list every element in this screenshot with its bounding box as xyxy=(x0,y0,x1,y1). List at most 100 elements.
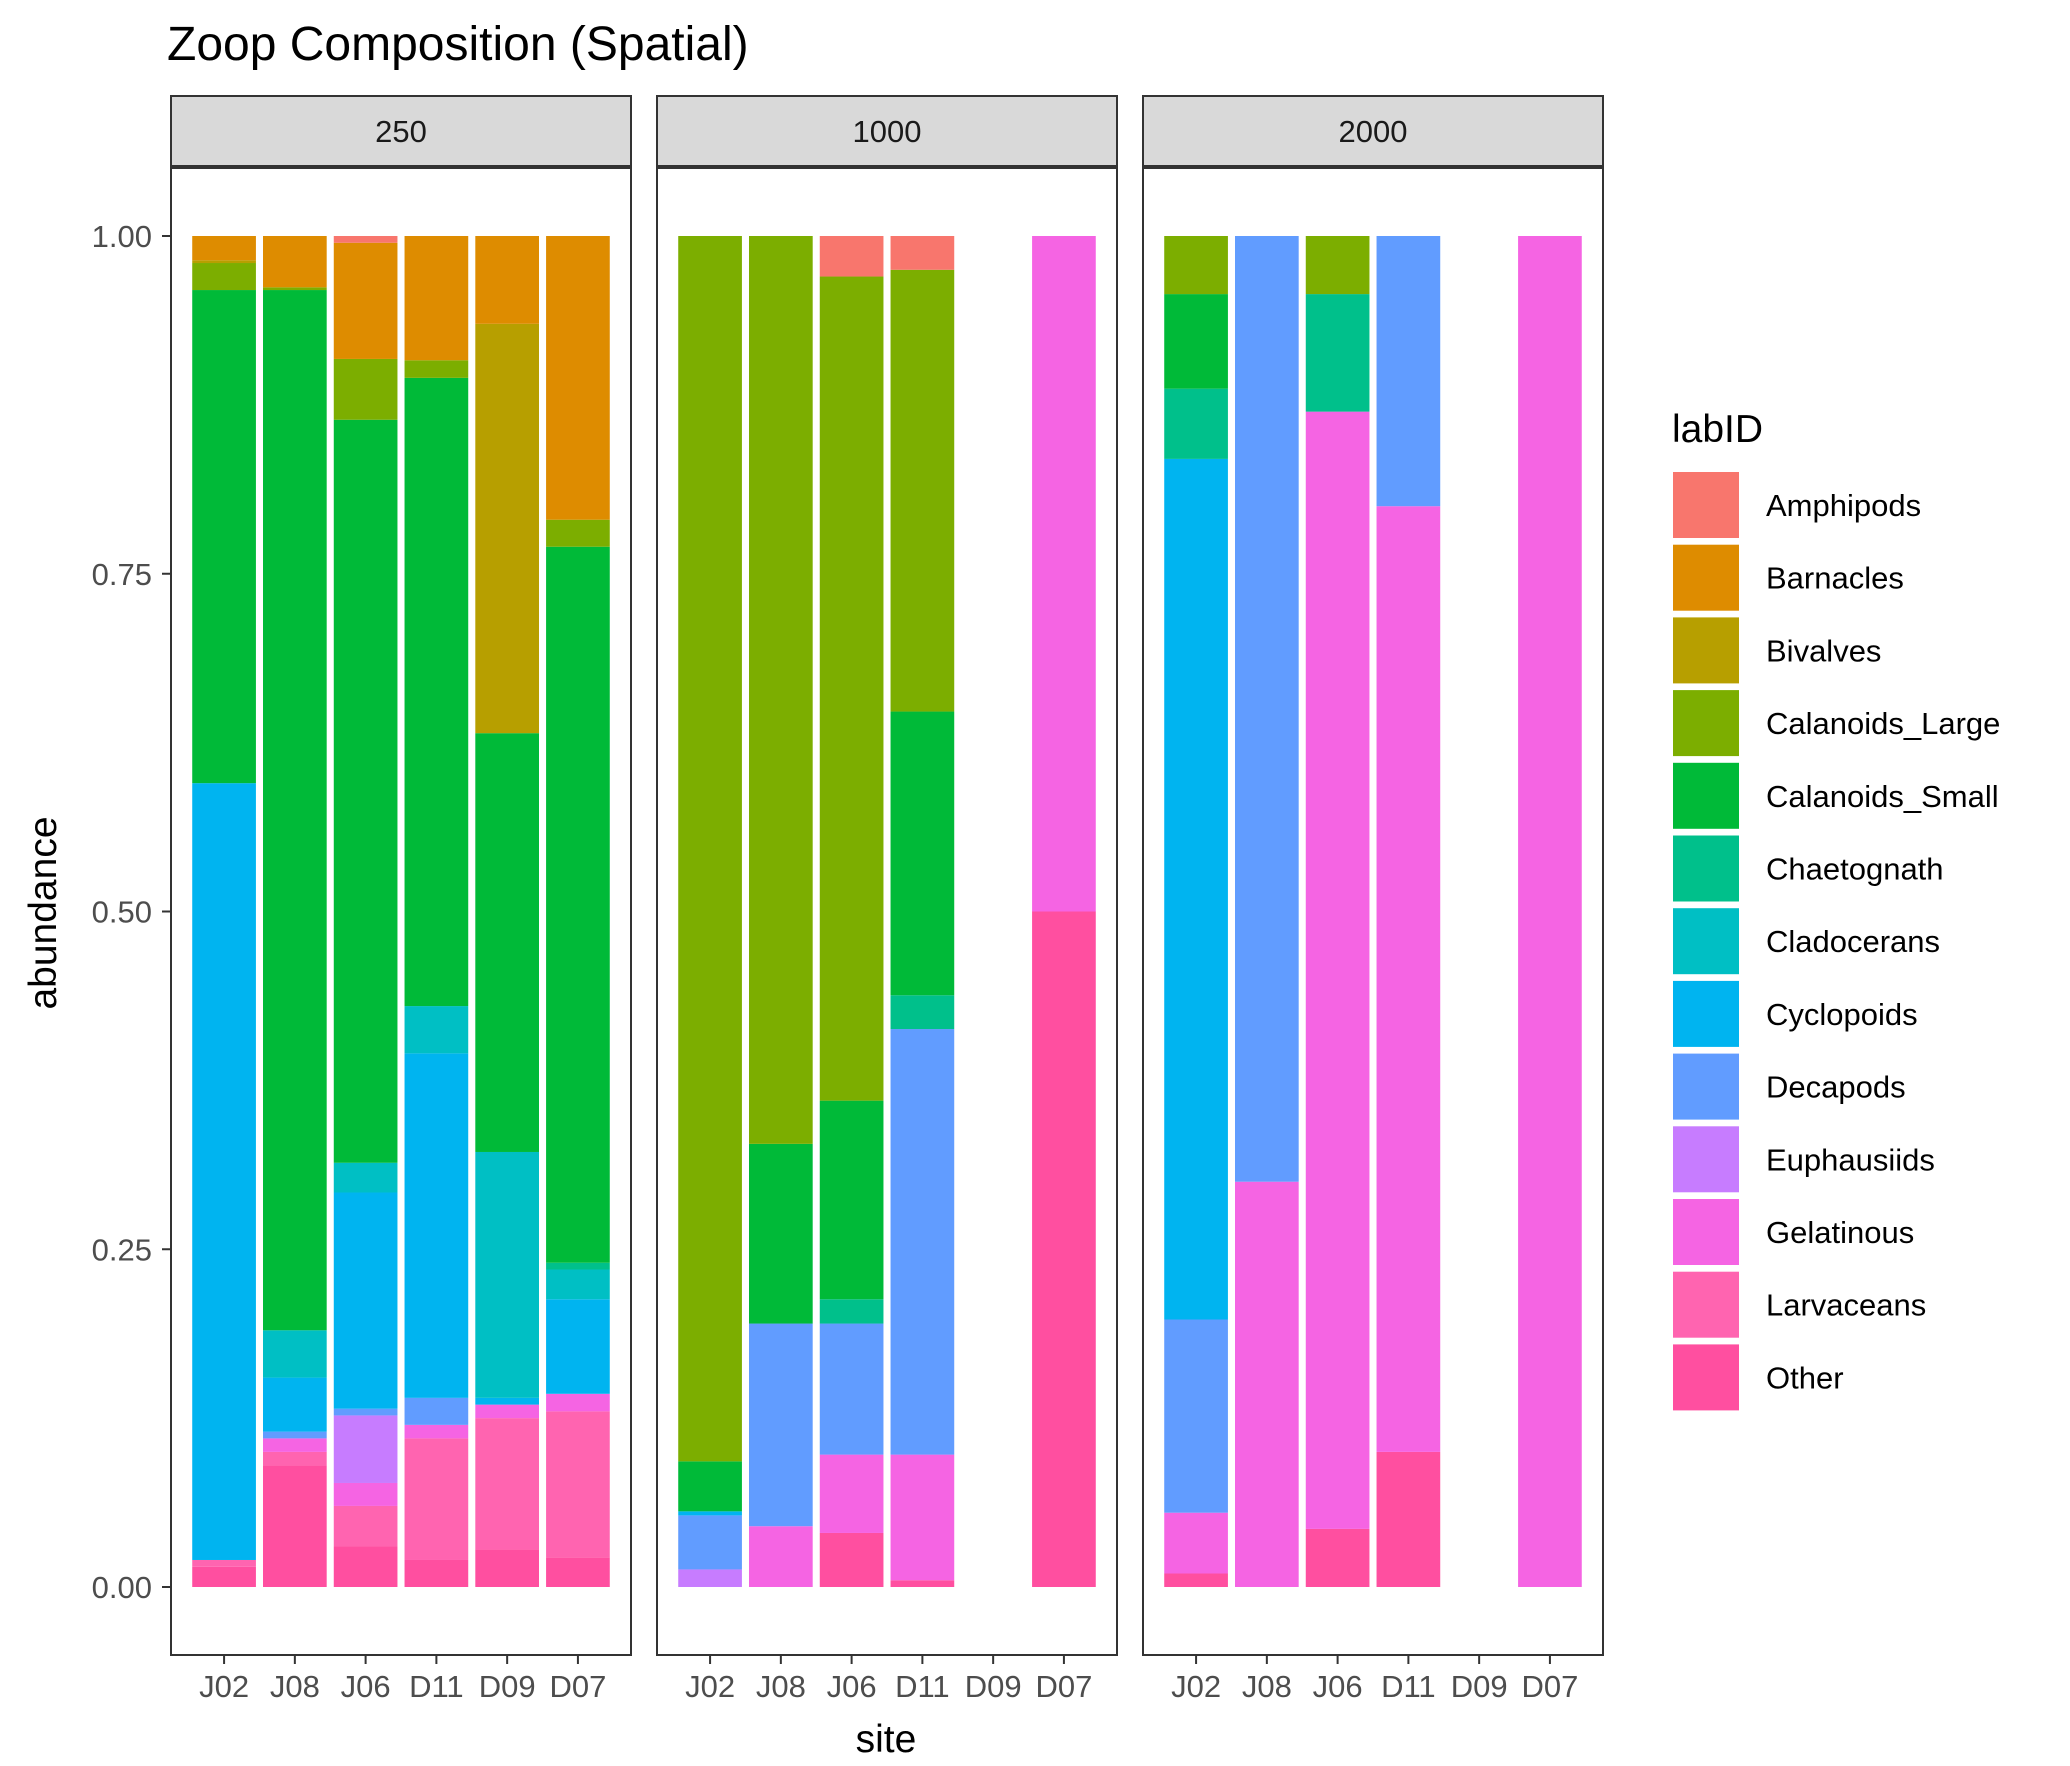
legend-label: Other xyxy=(1766,1360,1844,1395)
legend-swatch-calanoids-small xyxy=(1673,762,1739,829)
bar-segment-j08-calanoids-large xyxy=(263,287,327,291)
panel-border xyxy=(656,167,1118,1656)
bar-segment-j06-amphipods xyxy=(819,236,884,277)
bar-segment-d11-other xyxy=(1376,1451,1441,1587)
legend-swatch-bivalves xyxy=(1673,617,1739,684)
bar-segment-d11-calanoids-small xyxy=(890,711,955,996)
bar-segment-j02-calanoids-small xyxy=(1164,294,1228,389)
x-tick-label: J06 xyxy=(341,1669,391,1704)
bar-segment-j02-cyclopoids xyxy=(1164,458,1228,1320)
x-tick-label: D07 xyxy=(1035,1669,1092,1704)
bar-segment-j08-gelatinous xyxy=(1235,1181,1299,1587)
bar-segment-j06-cladocerans xyxy=(333,1162,398,1193)
legend-swatch-decapods xyxy=(1673,1053,1739,1120)
bar-segment-j06-other xyxy=(333,1546,398,1587)
bar-segment-j02-other xyxy=(1164,1573,1228,1587)
x-tick-label: D07 xyxy=(549,1669,606,1704)
bar-segment-d09-gelatinous xyxy=(475,1404,539,1419)
bar-segment-j06-calanoids-large xyxy=(1305,236,1370,295)
panel-border xyxy=(1142,167,1604,1656)
x-tick-label: D11 xyxy=(1381,1669,1436,1704)
y-tick-label: 0.75 xyxy=(92,557,152,592)
bar-segment-d11-amphipods xyxy=(890,236,955,270)
bar-segment-j06-calanoids-large xyxy=(333,358,398,420)
y-axis-title: abundance xyxy=(22,816,65,1009)
bar-segment-j08-gelatinous xyxy=(263,1438,327,1452)
x-tick-label: D09 xyxy=(1451,1669,1508,1704)
bar-segment-j06-decapods xyxy=(819,1323,884,1455)
x-tick-label: J08 xyxy=(756,1669,806,1704)
legend-label: Chaetognath xyxy=(1766,852,1944,887)
bar-segment-d07-gelatinous xyxy=(546,1393,610,1412)
x-tick-label: D09 xyxy=(965,1669,1022,1704)
y-axis: 0.00 0.25 0.50 0.75 1.00 xyxy=(92,219,171,1605)
bar-segment-j02-barnacles xyxy=(192,236,256,261)
bar-segment-d07-gelatinous xyxy=(1518,236,1582,1587)
bar-segment-d11-calanoids-large xyxy=(404,360,469,378)
bar-segment-d09-bivalves xyxy=(475,323,539,734)
facet-strip xyxy=(656,95,1118,167)
bar-segment-j06-other xyxy=(819,1532,884,1587)
bar-segment-j02-calanoids-small xyxy=(192,290,256,784)
x-tick-label: J06 xyxy=(1313,1669,1363,1704)
legend-label: Calanoids_Large xyxy=(1766,706,2000,741)
bar-segment-d07-other xyxy=(546,1557,610,1587)
bar-segment-j06-chaetognath xyxy=(819,1299,884,1324)
bar-segment-j06-gelatinous xyxy=(333,1482,398,1506)
chart-panels: 250 J02 J08 J06 D11 D09 D07 1000 J02 J08 J06 D11 D09… xyxy=(170,95,1604,1704)
bar-segment-j02-calanoids-small xyxy=(678,1461,742,1512)
legend-label: Barnacles xyxy=(1766,561,1904,596)
bar-segment-j06-decapods xyxy=(333,1408,398,1416)
bar-segment-d11-calanoids-large xyxy=(890,269,955,712)
y-tick-label: 1.00 xyxy=(92,219,152,254)
bar-segment-d07-other xyxy=(1032,911,1096,1587)
legend-label: Larvaceans xyxy=(1766,1288,1926,1323)
x-tick-label: D09 xyxy=(479,1669,536,1704)
bar-segment-j06-cyclopoids xyxy=(333,1192,398,1409)
legend-label: Amphipods xyxy=(1766,488,1921,523)
bar-segment-d07-cladocerans xyxy=(546,1269,610,1300)
facet-strip xyxy=(1142,95,1604,167)
bar-segment-j08-other xyxy=(263,1465,327,1587)
facet-strip-label: 2000 xyxy=(1339,114,1408,149)
bar-segment-d07-chaetognath xyxy=(546,1262,610,1270)
bar-segment-d11-other xyxy=(404,1559,469,1587)
legend-swatch-calanoids-large xyxy=(1673,690,1739,757)
x-tick-label: D11 xyxy=(895,1669,950,1704)
bar-segment-j08-barnacles xyxy=(263,236,327,288)
bar-segment-d11-cyclopoids xyxy=(404,1053,469,1398)
bar-segment-d09-calanoids-small xyxy=(475,733,539,1152)
legend-label: Euphausiids xyxy=(1766,1142,1935,1177)
bar-segment-j08-gelatinous xyxy=(749,1526,813,1587)
bar-segment-j08-cladocerans xyxy=(263,1330,327,1378)
x-tick-label: J08 xyxy=(1242,1669,1292,1704)
bar-segment-j06-larvaceans xyxy=(333,1505,398,1547)
bar-segment-j06-euphausiids xyxy=(333,1415,398,1483)
x-tick-label: D11 xyxy=(409,1669,464,1704)
bar-segment-d07-calanoids-small xyxy=(546,546,610,1263)
bar-segment-j02-chaetognath xyxy=(1164,388,1228,459)
legend-title: labID xyxy=(1672,408,1763,451)
bar-segment-d11-gelatinous xyxy=(1376,506,1441,1452)
facet-panel-250: 250 J02 J08 J06 D11 D09 D07 xyxy=(170,95,632,1704)
bar-segment-j06-chaetognath xyxy=(1305,294,1370,412)
legend-swatch-other xyxy=(1673,1344,1739,1411)
legend-swatch-larvaceans xyxy=(1673,1271,1739,1338)
x-tick-label: J06 xyxy=(827,1669,877,1704)
bar-segment-j08-decapods xyxy=(749,1323,813,1527)
y-tick-label: 0.25 xyxy=(92,1232,152,1267)
bar-segment-j08-decapods xyxy=(1235,236,1299,1182)
bar-segment-j02-calanoids-large xyxy=(678,236,742,1462)
bar-segment-j08-larvaceans xyxy=(263,1451,327,1466)
bar-segment-d11-decapods xyxy=(890,1029,955,1455)
bar-segment-j06-calanoids-small xyxy=(819,1100,884,1300)
x-tick-label: J02 xyxy=(685,1669,735,1704)
bar-segment-j06-barnacles xyxy=(333,242,398,359)
bar-segment-j02-bivalves xyxy=(192,260,256,264)
bar-segment-d07-gelatinous xyxy=(1032,236,1096,912)
bar-segment-j06-calanoids-small xyxy=(333,419,398,1163)
bar-segment-j02-other xyxy=(192,1566,256,1587)
bar-segment-d11-decapods xyxy=(1376,236,1441,507)
bar-segment-d11-gelatinous xyxy=(404,1424,469,1439)
legend-swatch-cladocerans xyxy=(1673,908,1739,975)
